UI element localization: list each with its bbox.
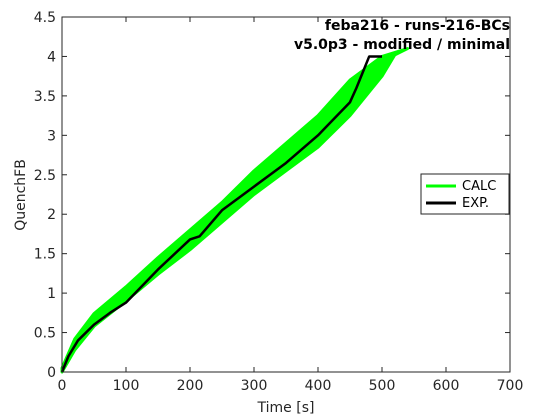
y-tick-label: 4.5 [34, 10, 56, 26]
y-tick-label: 3 [47, 128, 56, 144]
x-tick-label: 700 [497, 378, 524, 394]
axes: 0 100 200 300 400 500 600 700 0 0.5 1 1.5 2 2.5 3 3.5 4 4… [34, 10, 524, 394]
x-tick-label: 500 [369, 378, 396, 394]
y-tick-label: 0.5 [34, 326, 56, 342]
series-exp-line [60, 55, 382, 373]
y-tick-label: 4 [47, 49, 56, 65]
x-tick-label: 100 [113, 378, 140, 394]
legend: CALC EXP. [420, 173, 510, 215]
chart-title-line-1: feba216 - runs-216-BCs [325, 18, 510, 34]
x-tick-label: 400 [305, 378, 332, 394]
x-tick-label: 600 [433, 378, 460, 394]
x-tick-label: 0 [58, 378, 67, 394]
y-tick-label: 1 [47, 286, 56, 302]
x-axis-label: Time [s] [257, 400, 315, 416]
series-calc-band [60, 47, 410, 374]
legend-box [420, 173, 510, 215]
plot-area [60, 47, 410, 374]
x-tick-label: 300 [241, 378, 268, 394]
y-tick-label: 1.5 [34, 247, 56, 263]
y-tick-label: 2.5 [34, 168, 56, 184]
x-tick-label: 200 [177, 378, 204, 394]
y-axis-label: QuenchFB [13, 159, 29, 231]
y-tick-label: 2 [47, 207, 56, 223]
chart-title-line-2: v5.0p3 - modified / minimal [294, 37, 510, 53]
y-tick-label: 3.5 [34, 89, 56, 105]
axes-box [61, 16, 511, 373]
legend-exp-label: EXP. [462, 196, 489, 211]
y-tick-label: 0 [47, 365, 56, 381]
legend-calc-label: CALC [462, 179, 496, 194]
